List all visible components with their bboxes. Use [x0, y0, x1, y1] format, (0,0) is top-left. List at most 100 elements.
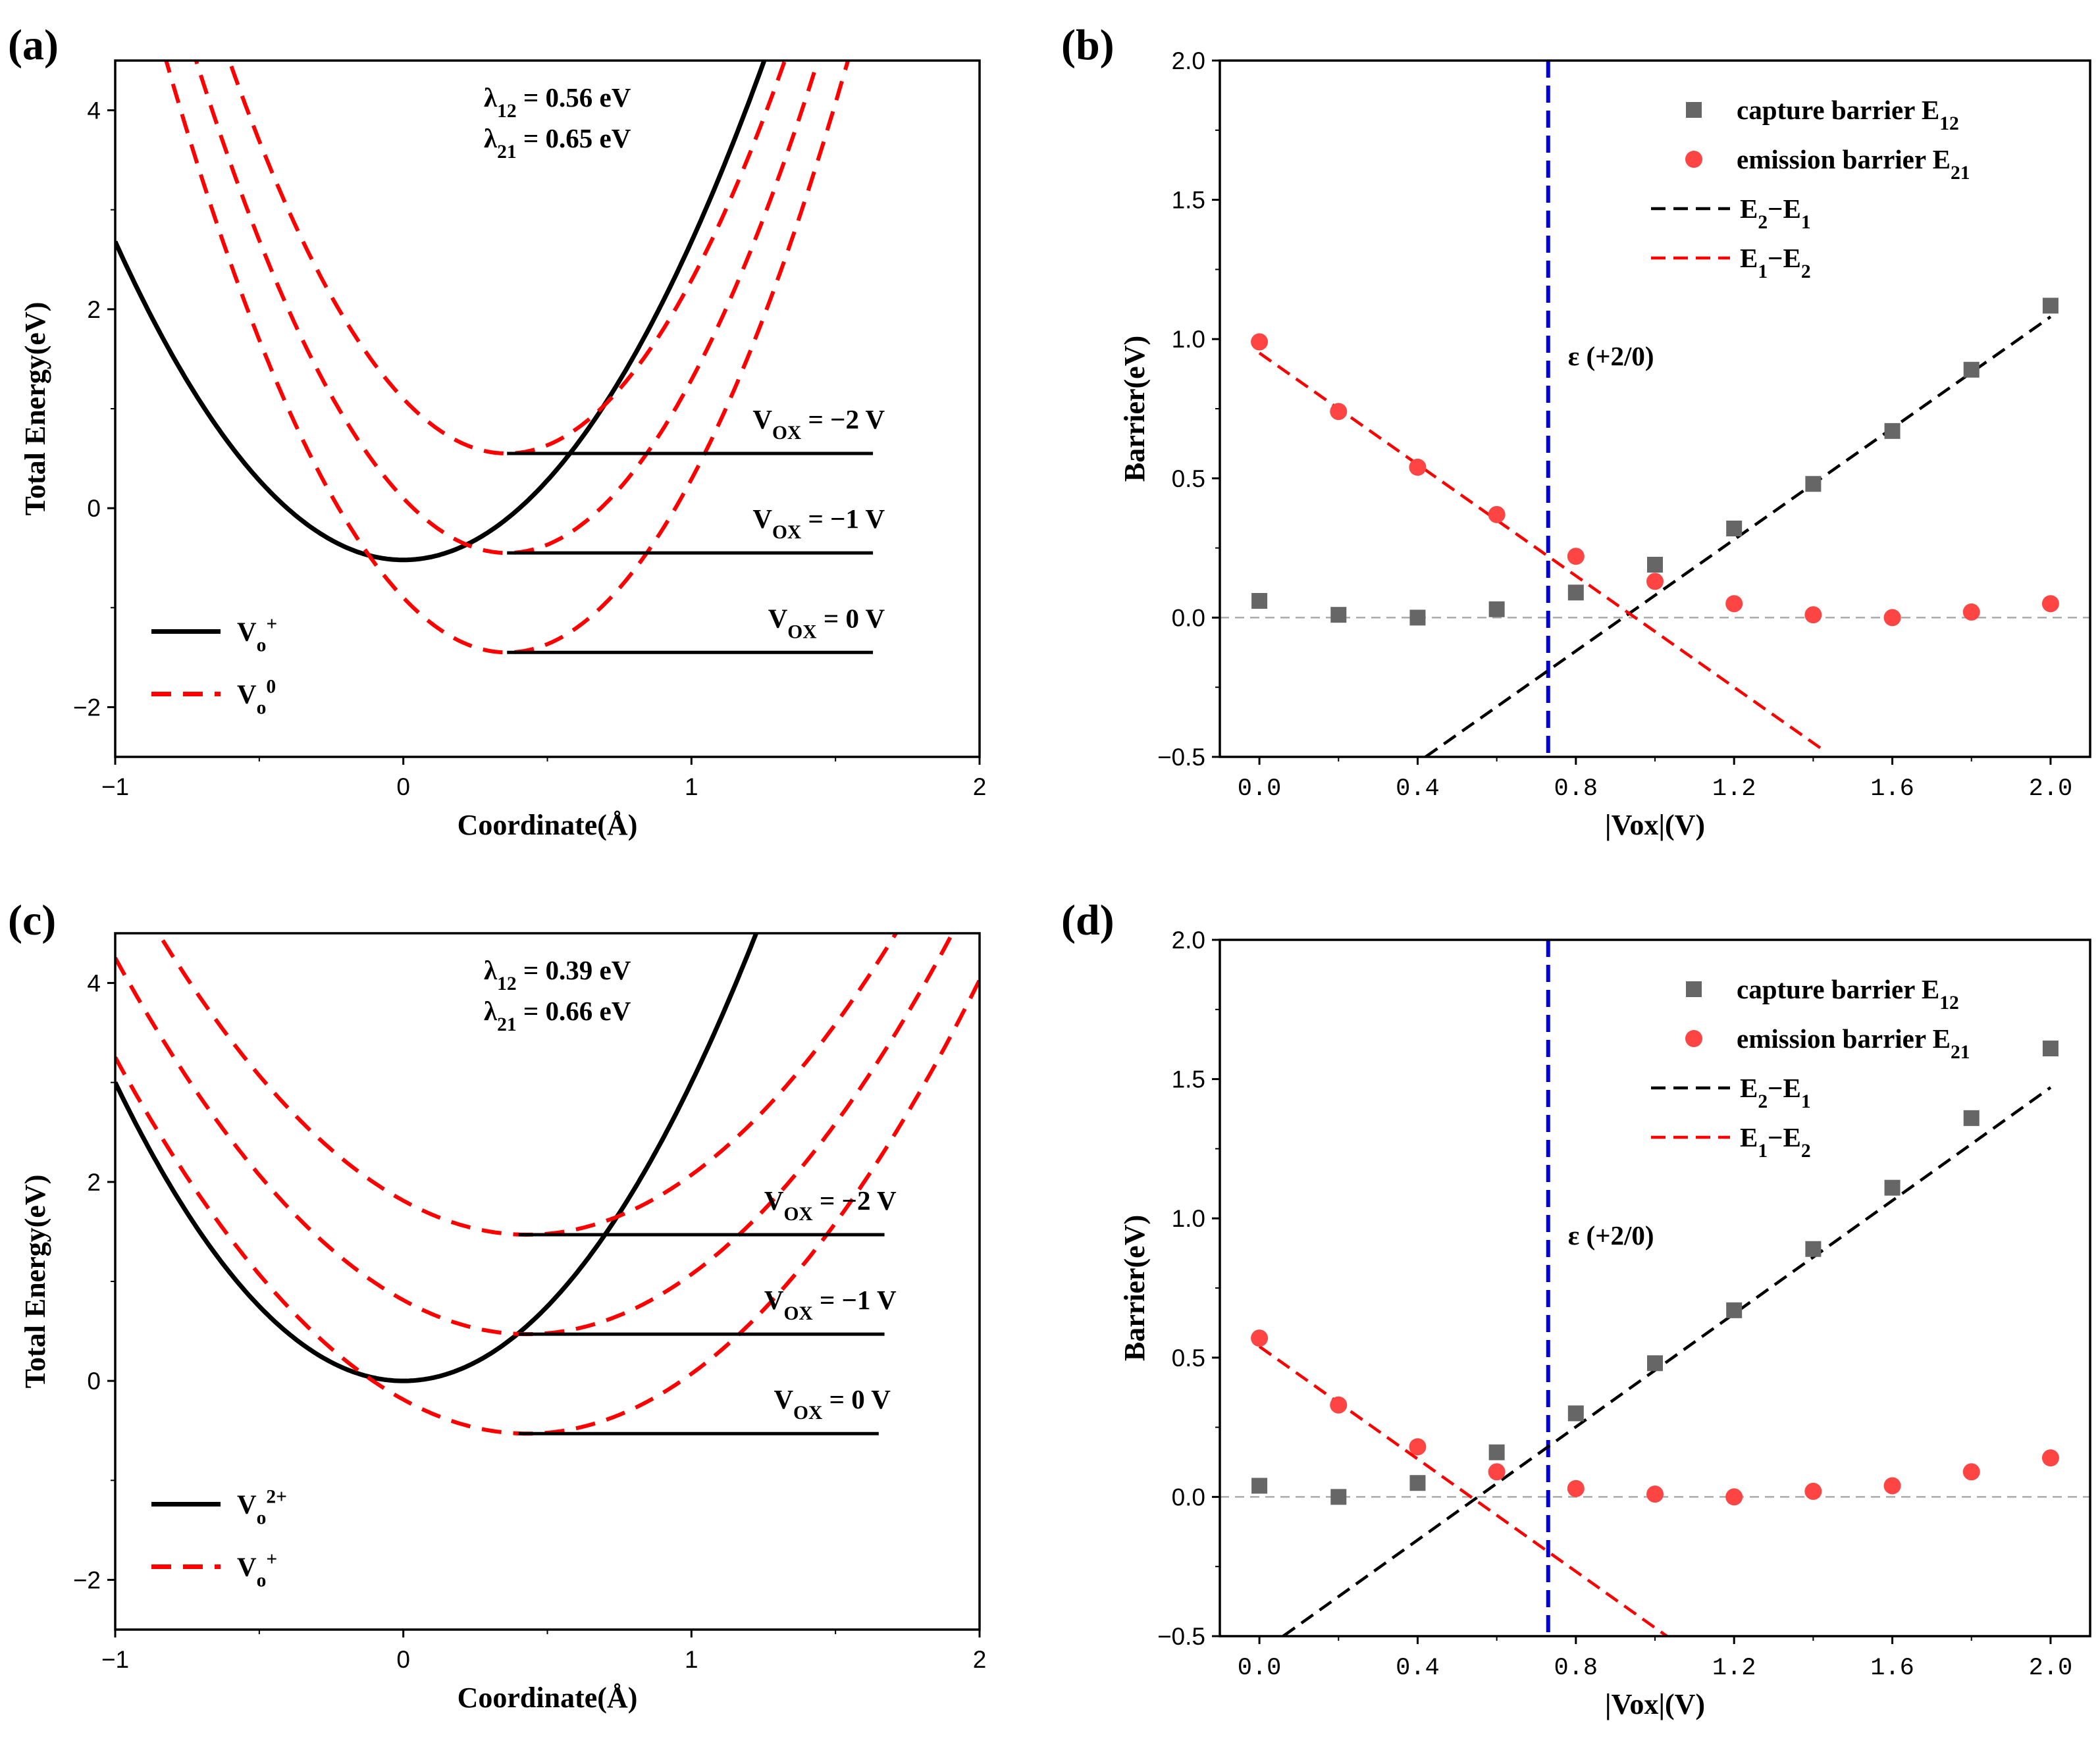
- plot-area: [1220, 940, 2090, 1636]
- y-tick-label: 0: [87, 1368, 101, 1395]
- y-axis-label: Barrier(eV): [1118, 336, 1151, 482]
- level-label: VOX = −1 V: [764, 1285, 897, 1324]
- capture-barrier-point: [1330, 607, 1347, 623]
- legend-label: Vo+: [237, 614, 277, 656]
- x-tick-label: 1: [685, 773, 698, 800]
- legend-label: E2−E1: [1740, 1073, 1811, 1112]
- x-axis-label: Coordinate(Å): [458, 809, 638, 841]
- emission-barrier-point: [1567, 548, 1585, 565]
- capture-barrier-point: [1963, 361, 1980, 378]
- capture-barrier-point: [1251, 593, 1268, 609]
- panel-label: (d): [1061, 896, 1115, 944]
- level-label: VOX = 0 V: [774, 1384, 891, 1424]
- plot-frame: [1219, 59, 2091, 758]
- y-tick-label: −0.5: [1157, 744, 1205, 771]
- capture-barrier-point: [1251, 1478, 1268, 1494]
- x-tick-label: 2: [973, 773, 987, 800]
- plot-area: [115, 61, 874, 655]
- x-axis-label: Coordinate(Å): [458, 1682, 638, 1714]
- level-label: VOX = −2 V: [764, 1185, 897, 1225]
- fit-line-E1-E2: [1258, 351, 1822, 750]
- y-tick-label: 0.0: [1172, 604, 1205, 631]
- emission-barrier-point: [1251, 333, 1269, 351]
- legend-label: E1−E2: [1740, 243, 1811, 282]
- fit-line-E1-E2: [1258, 1345, 1668, 1636]
- x-tick-label: 0.4: [1396, 1655, 1440, 1682]
- capture-barrier-point: [1805, 476, 1822, 492]
- legend-circle-marker: [1685, 151, 1702, 168]
- y-axis-label: Barrier(eV): [1118, 1215, 1151, 1361]
- x-tick-label: 2.0: [2029, 1655, 2073, 1682]
- transition-level-label: ε (+2/0): [1568, 1220, 1654, 1250]
- x-axis-label: |Vox|(V): [1605, 1688, 1705, 1720]
- y-tick-label: 1.0: [1172, 1205, 1205, 1232]
- emission-barrier-point: [1567, 1480, 1585, 1497]
- lambda-annotation: λ21 = 0.66 eV: [484, 996, 631, 1035]
- dashed-curve: [227, 61, 787, 455]
- emission-barrier-point: [1488, 505, 1506, 523]
- legend-label: Vo0: [237, 677, 276, 719]
- emission-barrier-point: [1488, 1463, 1506, 1481]
- capture-barrier-point: [1409, 609, 1426, 626]
- legend-label: E1−E2: [1740, 1122, 1811, 1162]
- x-tick-label: 0: [396, 773, 410, 800]
- dashed-curve: [164, 61, 851, 655]
- panel-label: (c): [8, 896, 56, 944]
- y-tick-label: 4: [87, 970, 101, 997]
- capture-barrier-point: [1805, 1241, 1822, 1257]
- fit-line-E2-E1: [1282, 1086, 2052, 1636]
- fit-line-E2-E1: [1425, 315, 2052, 757]
- y-tick-label: −2: [73, 694, 101, 721]
- x-tick-label: 1.6: [1870, 1655, 1914, 1682]
- capture-barrier-point: [1409, 1475, 1426, 1491]
- panel-d: (d) 0.0 0.4 0.8 1.2 1.6 2.0 −0.5 0.0 0.5 1.0 1.5 2.0…: [1061, 896, 2091, 1720]
- panel-b: (b) 0.0 0.4 0.8 1.2 1.6 2.0 −0.5 0.0 0.5 1.0 1.5 2.0…: [1061, 21, 2091, 841]
- y-axis-label: Total Energy(eV): [19, 1175, 51, 1389]
- lambda-annotation: λ12 = 0.39 eV: [484, 955, 631, 994]
- legend-label: emission barrier E21: [1737, 144, 1970, 184]
- level-label: VOX = −1 V: [752, 503, 885, 543]
- emission-barrier-point: [1646, 1485, 1664, 1503]
- x-tick-label: 1.2: [1712, 1655, 1756, 1682]
- x-tick-label: −1: [101, 1646, 129, 1673]
- y-tick-label: 0.5: [1172, 465, 1205, 492]
- capture-barrier-point: [1488, 1444, 1505, 1460]
- y-tick-label: 0: [87, 495, 101, 522]
- legend-label: E2−E1: [1740, 193, 1811, 233]
- emission-barrier-point: [1646, 573, 1664, 590]
- emission-barrier-point: [1251, 1329, 1269, 1347]
- y-tick-label: 1.5: [1172, 187, 1205, 214]
- emission-barrier-point: [1725, 595, 1743, 613]
- legend-square-marker: [1686, 102, 1702, 118]
- x-tick-label: 0.4: [1396, 775, 1440, 803]
- emission-barrier-point: [1330, 1396, 1348, 1414]
- x-tick-label: 0.0: [1238, 775, 1282, 803]
- panel-a: (a) −1 0 1 2 −2 0 2 4 Coordinate(Å) Total Energy(e…: [8, 21, 987, 841]
- y-tick-label: 1.0: [1172, 326, 1205, 353]
- capture-barrier-point: [1488, 601, 1505, 617]
- legend-circle-marker: [1685, 1030, 1702, 1047]
- y-tick-label: 1.5: [1172, 1066, 1205, 1093]
- emission-barrier-point: [1409, 1438, 1427, 1456]
- capture-barrier-point: [1567, 1405, 1584, 1422]
- capture-barrier-point: [1884, 423, 1901, 439]
- level-label: VOX = −2 V: [752, 404, 885, 444]
- solid-curve: [115, 61, 767, 563]
- legend-square-marker: [1686, 981, 1702, 997]
- emission-barrier-point: [1962, 603, 1980, 621]
- panel-label: (b): [1061, 21, 1115, 69]
- capture-barrier-point: [1963, 1110, 1980, 1126]
- level-label: VOX = 0 V: [768, 603, 885, 642]
- y-tick-label: 2: [87, 1169, 101, 1196]
- emission-barrier-point: [1725, 1488, 1743, 1506]
- emission-barrier-point: [1330, 403, 1348, 421]
- y-tick-label: 2: [87, 296, 101, 323]
- plot-frame: [114, 932, 981, 1631]
- transition-level-label: ε (+2/0): [1568, 341, 1654, 371]
- x-tick-label: 0.0: [1238, 1655, 1282, 1682]
- emission-barrier-point: [1883, 1477, 1901, 1495]
- capture-barrier-point: [1884, 1179, 1901, 1196]
- panel-label: (a): [8, 21, 59, 69]
- y-tick-label: −0.5: [1157, 1623, 1205, 1650]
